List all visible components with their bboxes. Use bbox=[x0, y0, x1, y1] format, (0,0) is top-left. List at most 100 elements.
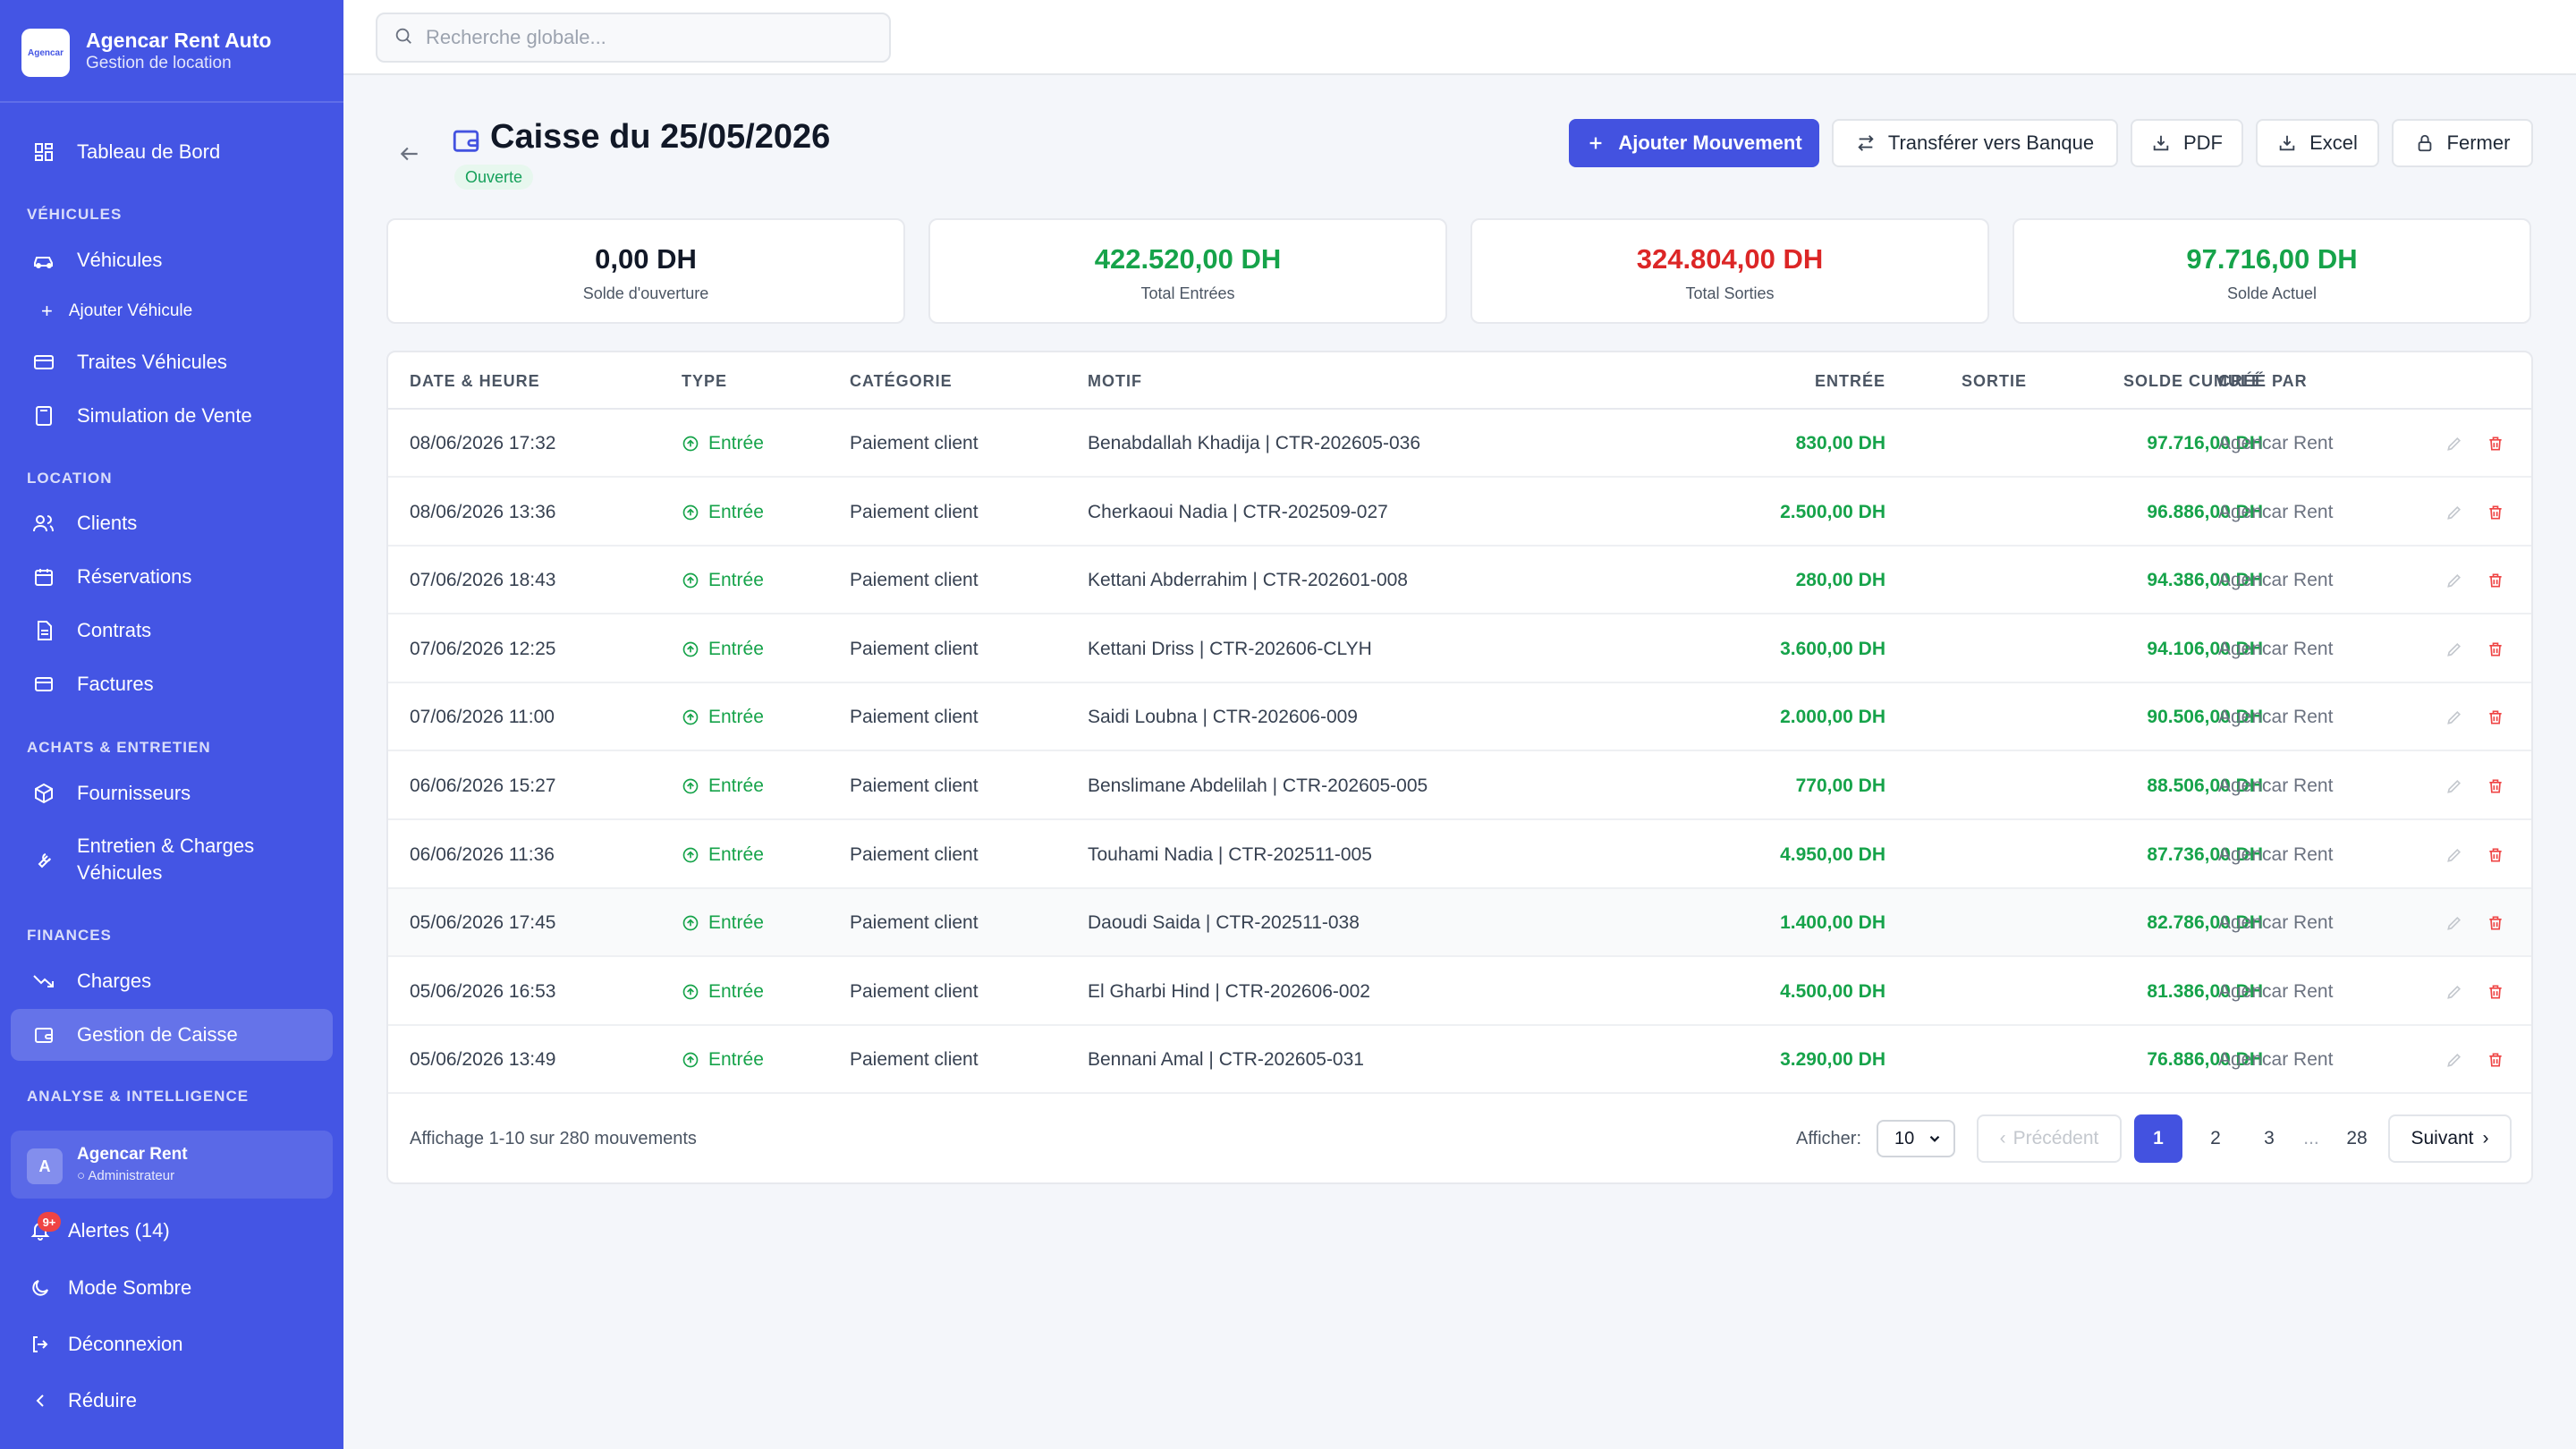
sidebar-item-caisse[interactable]: Gestion de Caisse bbox=[11, 1009, 333, 1061]
sidebar-item-vehicules[interactable]: Véhicules bbox=[11, 234, 333, 286]
cell-motif: Kettani Abderrahim | CTR-202601-008 bbox=[1088, 570, 1408, 591]
edit-icon[interactable] bbox=[2442, 705, 2467, 730]
table-row[interactable]: 08/06/2026 13:36 Entrée Paiement client Che… bbox=[388, 479, 2531, 547]
column-header-date[interactable]: DATE & HEURE bbox=[410, 372, 540, 390]
sidebar-item-reservations[interactable]: Réservations bbox=[11, 551, 333, 603]
page-button-2[interactable]: 2 bbox=[2210, 1128, 2221, 1148]
cell-created-by: Agencar Rent bbox=[2218, 707, 2334, 728]
stat-value: 324.804,00 DH bbox=[1636, 243, 1824, 275]
column-header-type[interactable]: TYPE bbox=[682, 372, 728, 390]
cell-solde: 76.886,00 DH bbox=[2147, 1049, 2263, 1071]
transfer-bank-button[interactable]: Transférer vers Banque bbox=[1832, 119, 2118, 167]
close-cash-button[interactable]: Fermer bbox=[2392, 119, 2533, 167]
trash-icon[interactable] bbox=[2483, 568, 2508, 593]
trash-icon[interactable] bbox=[2483, 431, 2508, 456]
sidebar-item-entretien[interactable]: Entretien & Charges Véhicules bbox=[11, 828, 333, 891]
trash-icon[interactable] bbox=[2483, 637, 2508, 662]
alerts-badge: 9+ bbox=[38, 1212, 61, 1232]
trash-icon[interactable] bbox=[2483, 705, 2508, 730]
edit-icon[interactable] bbox=[2442, 1047, 2467, 1072]
search-box[interactable] bbox=[376, 13, 891, 63]
cell-created-by: Agencar Rent bbox=[2218, 843, 2334, 865]
pdf-button[interactable]: PDF bbox=[2131, 119, 2243, 167]
table-row[interactable]: 05/06/2026 13:49 Entrée Paiement client Ben… bbox=[388, 1026, 2531, 1095]
edit-icon[interactable] bbox=[2442, 979, 2467, 1004]
column-header-created-by[interactable]: CRÉÉ PAR bbox=[2218, 372, 2308, 390]
edit-icon[interactable] bbox=[2442, 568, 2467, 593]
previous-page-button[interactable]: ‹ Précédent bbox=[1977, 1114, 2122, 1163]
trash-icon[interactable] bbox=[2483, 1047, 2508, 1072]
collapse-button[interactable]: Réduire bbox=[27, 1383, 137, 1419]
column-header-solde[interactable]: SOLDE CUMULÉ bbox=[2123, 372, 2263, 390]
trash-icon[interactable] bbox=[2483, 500, 2508, 525]
sidebar-item-contrats[interactable]: Contrats bbox=[11, 605, 333, 657]
cell-motif: El Gharbi Hind | CTR-202606-002 bbox=[1088, 980, 1370, 1002]
users-icon bbox=[30, 510, 57, 537]
trash-icon[interactable] bbox=[2483, 843, 2508, 868]
section-analyse: ANALYSE & INTELLIGENCE bbox=[27, 1088, 250, 1105]
cell-type: Entrée bbox=[682, 410, 764, 478]
table-row[interactable]: 08/06/2026 17:32 Entrée Paiement client Ben… bbox=[388, 410, 2531, 478]
edit-icon[interactable] bbox=[2442, 911, 2467, 936]
cell-sortie bbox=[1875, 479, 2027, 547]
search-icon bbox=[394, 26, 413, 50]
arrow-up-circle-icon bbox=[682, 504, 699, 521]
chevron-down-icon bbox=[1927, 1131, 1943, 1152]
page-button-3[interactable]: 3 bbox=[2264, 1128, 2275, 1148]
cell-created-by: Agencar Rent bbox=[2218, 501, 2334, 522]
trending-down-icon bbox=[30, 968, 57, 995]
page-button-28[interactable]: 28 bbox=[2346, 1128, 2368, 1148]
user-card[interactable]: A Agencar Rent ○ Administrateur bbox=[11, 1131, 333, 1199]
next-page-button[interactable]: Suivant › bbox=[2388, 1114, 2512, 1163]
page-size-select[interactable]: 10 bbox=[1877, 1120, 1955, 1157]
table-row[interactable]: 07/06/2026 12:25 Entrée Paiement client Ket… bbox=[388, 615, 2531, 683]
sidebar-item-traites[interactable]: Traites Véhicules bbox=[11, 336, 333, 388]
plus-icon: + bbox=[41, 300, 53, 322]
page-button-1[interactable]: 1 bbox=[2134, 1114, 2182, 1163]
edit-icon[interactable] bbox=[2442, 431, 2467, 456]
cell-category: Paiement client bbox=[850, 1049, 979, 1071]
trash-icon[interactable] bbox=[2483, 911, 2508, 936]
dark-mode-toggle[interactable]: Mode Sombre bbox=[27, 1270, 191, 1306]
arrow-up-circle-icon bbox=[682, 777, 699, 795]
column-header-motif[interactable]: MOTIF bbox=[1088, 372, 1142, 390]
alerts-button[interactable]: 9+ Alertes (14) bbox=[27, 1212, 170, 1249]
table-row[interactable]: 06/06/2026 11:36 Entrée Paiement client Tou… bbox=[388, 821, 2531, 889]
sidebar-item-clients[interactable]: Clients bbox=[11, 497, 333, 549]
table-row[interactable]: 05/06/2026 16:53 Entrée Paiement client El … bbox=[388, 958, 2531, 1026]
column-header-category[interactable]: CATÉGORIE bbox=[850, 372, 953, 390]
cell-date: 06/06/2026 11:36 bbox=[410, 843, 555, 865]
logout-button[interactable]: Déconnexion bbox=[27, 1326, 182, 1362]
table-row[interactable]: 05/06/2026 17:45 Entrée Paiement client Dao… bbox=[388, 889, 2531, 958]
trash-icon[interactable] bbox=[2483, 774, 2508, 799]
brand: Agencar Agencar Rent Auto Gestion de loc… bbox=[0, 0, 343, 103]
back-button[interactable] bbox=[394, 138, 426, 170]
section-location: LOCATION bbox=[27, 470, 113, 487]
arrow-up-circle-icon bbox=[682, 708, 699, 726]
sidebar-item-ajouter-vehicule[interactable]: + Ajouter Véhicule bbox=[41, 300, 193, 322]
stat-label: Solde Actuel bbox=[2226, 284, 2318, 302]
arrow-left-icon bbox=[400, 147, 418, 161]
cell-category: Paiement client bbox=[850, 843, 979, 865]
sidebar-item-fournisseurs[interactable]: Fournisseurs bbox=[11, 767, 333, 819]
edit-icon[interactable] bbox=[2442, 637, 2467, 662]
column-header-entree[interactable]: ENTRÉE bbox=[1814, 372, 1885, 390]
cell-solde: 82.786,00 DH bbox=[2147, 912, 2263, 934]
table-row[interactable]: 07/06/2026 18:43 Entrée Paiement client Ket… bbox=[388, 547, 2531, 615]
edit-icon[interactable] bbox=[2442, 500, 2467, 525]
sidebar-item-dashboard[interactable]: Tableau de Bord bbox=[11, 126, 333, 178]
sidebar-item-factures[interactable]: Factures bbox=[11, 658, 333, 710]
trash-icon[interactable] bbox=[2483, 979, 2508, 1004]
add-movement-button[interactable]: Ajouter Mouvement bbox=[1569, 119, 1819, 167]
table-row[interactable]: 07/06/2026 11:00 Entrée Paiement client Sai… bbox=[388, 683, 2531, 752]
sidebar-item-simulation[interactable]: Simulation de Vente bbox=[11, 390, 333, 442]
edit-icon[interactable] bbox=[2442, 843, 2467, 868]
excel-button[interactable]: Excel bbox=[2256, 119, 2379, 167]
table-row[interactable]: 06/06/2026 15:27 Entrée Paiement client Ben… bbox=[388, 752, 2531, 820]
column-header-sortie[interactable]: SORTIE bbox=[1961, 372, 2027, 390]
search-input[interactable] bbox=[426, 26, 855, 49]
cell-solde: 94.106,00 DH bbox=[2147, 638, 2263, 659]
sidebar-item-charges[interactable]: Charges bbox=[11, 955, 333, 1007]
brand-logo: Agencar bbox=[21, 29, 70, 77]
edit-icon[interactable] bbox=[2442, 774, 2467, 799]
